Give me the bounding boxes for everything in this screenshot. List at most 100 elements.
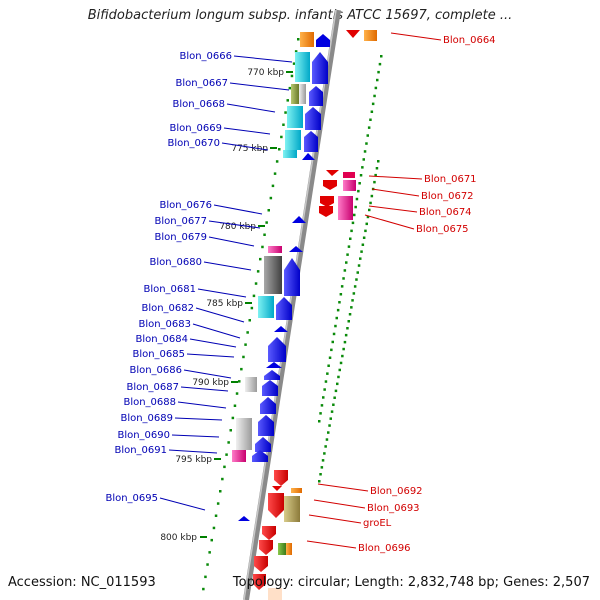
gene-label[interactable]: Blon_0675 [416,224,469,235]
gene-arrow[interactable] [274,326,288,332]
gene-arrow[interactable] [276,297,292,320]
gene-block[interactable] [232,450,246,462]
gene-arrow[interactable] [262,526,276,540]
gene-arrow[interactable] [268,493,284,518]
gene-block[interactable] [286,543,292,555]
gene-arrow[interactable] [323,180,337,190]
gene-block[interactable] [268,588,282,600]
gene-block[interactable] [287,106,303,128]
gene-label[interactable]: Blon_0689 [120,413,173,424]
gene-label[interactable]: Blon_0683 [138,319,191,330]
gene-block[interactable] [343,172,355,178]
gene-block[interactable] [236,418,252,450]
gene-label[interactable]: Blon_0677 [154,216,207,227]
gene-block[interactable] [284,496,300,522]
gene-arrow[interactable] [252,450,268,462]
gene-label[interactable]: Blon_0669 [169,123,222,134]
gene-arrow[interactable] [316,34,330,47]
gene-block[interactable] [245,377,257,392]
track-dot [334,389,338,393]
gene-arrow[interactable] [260,397,276,414]
right-gene-labels: Blon_0664 Blon_0671 Blon_0672 Blon_0674 … [358,35,496,554]
gene-block[interactable] [299,84,306,104]
gene-arrow[interactable] [253,574,266,590]
gene-arrow[interactable] [272,486,282,491]
gene-label[interactable]: Blon_0667 [175,78,228,89]
gene-label[interactable]: Blon_0690 [117,430,170,441]
gene-block[interactable] [268,246,282,253]
gene-block[interactable] [338,196,353,220]
track-dot [335,316,338,320]
tick-label: 795 kbp [175,455,212,465]
gene-block[interactable] [343,180,356,191]
gene-block[interactable] [364,30,377,41]
gene-label[interactable]: Blon_0671 [424,174,477,185]
gene-arrow[interactable] [289,246,303,252]
track-dot [347,320,350,323]
gene-label[interactable]: Blon_0674 [419,207,472,218]
gene-label[interactable]: Blon_0687 [126,382,179,393]
left-leader-lines [159,55,293,511]
gene-label[interactable]: Blon_0668 [172,99,225,110]
gene-arrow[interactable] [284,258,300,296]
gene-arrow[interactable] [302,153,315,160]
gene-arrow[interactable] [304,131,318,152]
track-dot [320,466,324,469]
gene-label[interactable]: Blon_0680 [149,257,202,268]
gene-label[interactable]: Blon_0670 [167,138,220,149]
gene-label[interactable]: Blon_0664 [443,35,496,46]
gene-label[interactable]: Blon_0685 [132,349,185,360]
gene-arrow[interactable] [292,216,306,223]
gene-arrow[interactable] [258,415,274,436]
gene-label[interactable]: Blon_0688 [123,397,176,408]
gene-label[interactable]: Blon_0681 [143,284,196,295]
track-dot [233,404,237,407]
gene-arrow[interactable] [346,30,360,38]
gene-arrow[interactable] [268,337,286,362]
gene-label[interactable]: Blon_0666 [179,51,232,62]
map-title: Bifidobacterium longum subsp. infantis A… [87,8,513,23]
gene-arrow[interactable] [262,380,278,396]
gene-label[interactable]: groEL [363,518,392,529]
gene-block[interactable] [264,256,282,294]
gene-arrow[interactable] [320,196,334,207]
gene-arrow[interactable] [238,516,250,521]
gene-label[interactable]: Blon_0696 [358,543,411,554]
gene-arrow[interactable] [274,470,288,486]
gene-arrow[interactable] [305,107,321,130]
gene-block[interactable] [258,296,274,318]
gene-arrow[interactable] [312,52,328,84]
gene-label[interactable]: Blon_0692 [370,486,423,497]
gene-label[interactable]: Blon_0679 [154,232,207,243]
gene-block[interactable] [278,543,286,555]
gene-label[interactable]: Blon_0682 [141,303,194,314]
gene-arrow[interactable] [255,437,271,452]
gene-label[interactable]: Blon_0686 [129,365,182,376]
track-dot [244,343,247,346]
gene-label[interactable]: Blon_0684 [135,334,188,345]
gene-block[interactable] [283,150,297,158]
gene-block[interactable] [295,52,310,82]
gene-label[interactable]: Blon_0672 [421,191,474,202]
gene-block[interactable] [285,130,301,150]
gene-arrow[interactable] [319,206,333,217]
gene-label[interactable]: Blon_0691 [114,445,167,456]
gene-arrow[interactable] [259,540,273,555]
gene-arrow[interactable] [326,170,339,176]
track-dot [216,502,220,505]
track-dot [325,438,329,441]
gene-block[interactable] [300,32,314,47]
gene-label[interactable]: Blon_0695 [105,493,158,504]
track-dot [223,465,226,469]
gene-label[interactable]: Blon_0693 [367,503,420,514]
gene-label[interactable]: Blon_0676 [159,200,212,211]
gene-arrow[interactable] [254,556,268,572]
gene-block[interactable] [291,84,299,104]
track-dot [202,587,205,591]
gene-arrow[interactable] [264,370,280,380]
gene-arrow[interactable] [309,86,323,106]
gene-block[interactable] [291,488,302,493]
gene-arrow[interactable] [266,362,282,368]
track-dot [221,477,224,481]
track-dot [370,110,374,113]
